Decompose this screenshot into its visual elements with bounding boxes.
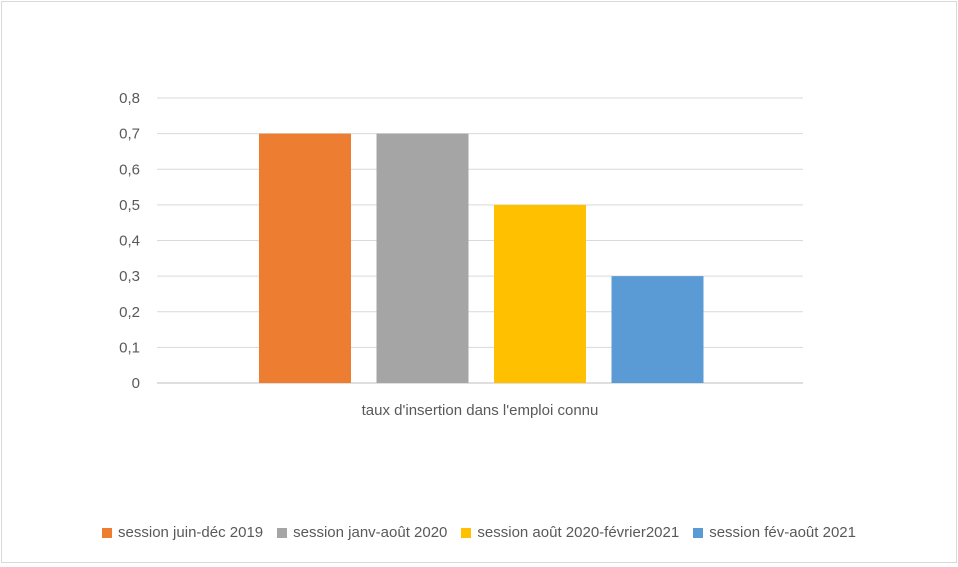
y-tick-label: 0,8: [119, 90, 140, 107]
x-axis-category-labels: taux d'insertion dans l'emploi connu: [362, 402, 599, 419]
legend-label: session janv-août 2020: [293, 524, 448, 541]
legend-label: session fév-août 2021: [709, 524, 856, 541]
y-tick-label: 0,2: [119, 304, 140, 321]
y-axis-tick-labels: 0 0,1 0,2 0,3 0,4 0,5 0,6 0,7 0,8: [119, 90, 140, 392]
bars: [259, 133, 704, 383]
legend-swatch: [693, 527, 704, 538]
y-tick-label: 0,3: [119, 268, 140, 285]
y-tick-label: 0,1: [119, 339, 140, 356]
legend-swatch: [461, 527, 472, 538]
gridlines: [157, 97, 803, 384]
plot-area: 0 0,1 0,2 0,3 0,4 0,5 0,6 0,7 0,8 taux d'inserti…: [119, 90, 803, 419]
y-tick-label: 0,7: [119, 126, 140, 143]
legend-item-1: session juin-déc 2019: [102, 524, 263, 541]
bar-2: [376, 133, 469, 383]
bar-3: [494, 204, 586, 383]
legend-item-2: session janv-août 2020: [277, 524, 447, 541]
legend-label: session juin-déc 2019: [118, 524, 264, 541]
y-tick-label: 0: [132, 375, 140, 392]
y-tick-label: 0,5: [119, 197, 140, 214]
x-category-label: taux d'insertion dans l'emploi connu: [362, 402, 599, 419]
y-tick-label: 0,6: [119, 161, 140, 178]
legend-swatch: [277, 527, 288, 538]
legend-item-4: session fév-août 2021: [693, 524, 856, 541]
bar-4: [611, 276, 704, 383]
legend: session juin-déc 2019 session janv-août 2…: [2, 524, 956, 541]
legend-item-3: session août 2020-février2021: [461, 524, 679, 541]
legend-label: session août 2020-février2021: [477, 524, 680, 541]
legend-swatch: [102, 527, 113, 538]
y-tick-label: 0,4: [119, 233, 140, 250]
bar-1: [259, 133, 351, 383]
